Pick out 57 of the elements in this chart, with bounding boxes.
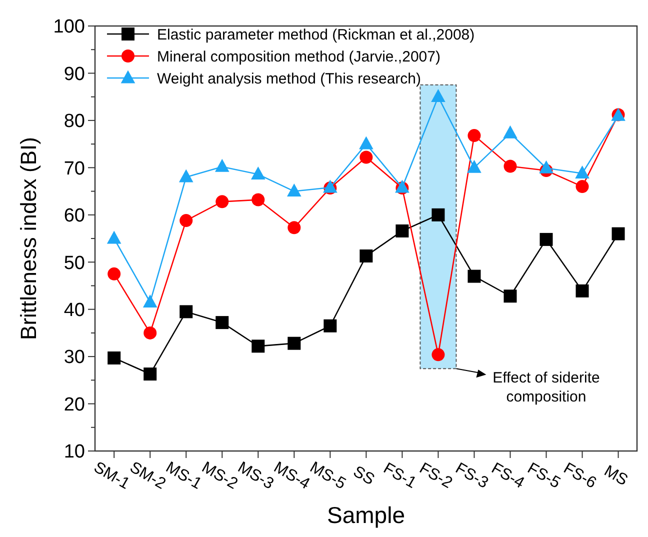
point: [359, 136, 374, 150]
legend-label: Mineral composition method (Jarvie.,2007): [157, 48, 440, 66]
annotation: Effect of siderite composition: [492, 370, 600, 406]
point: [214, 158, 230, 172]
point: [612, 227, 625, 240]
point: [216, 316, 229, 330]
y-tick-label: 100: [53, 16, 85, 38]
legend-label: Weight analysis method (This research): [157, 70, 421, 88]
point: [252, 340, 265, 353]
point: [216, 195, 229, 208]
y-tick-label: 90: [64, 64, 85, 85]
y-tick-label: 10: [64, 442, 85, 463]
x-axis-title: Sample: [327, 502, 405, 528]
point: [252, 193, 265, 206]
x-tick-label: MS: [601, 462, 630, 490]
point: [468, 129, 481, 142]
point: [144, 326, 157, 340]
y-tick-label: 20: [64, 394, 85, 416]
point: [575, 166, 590, 179]
point: [360, 249, 373, 262]
point: [431, 89, 446, 102]
point: [288, 336, 301, 350]
point: [108, 351, 121, 364]
point: [432, 348, 445, 362]
point: [503, 125, 518, 138]
point: [250, 166, 266, 180]
y-axis-title: Brittleness index (BI): [16, 137, 41, 340]
y-tick-label: 60: [64, 206, 85, 227]
point: [504, 290, 517, 303]
y-tick-label: 70: [64, 158, 85, 180]
point: [106, 230, 122, 244]
point: [288, 221, 301, 234]
y-tick-label: 40: [64, 300, 85, 321]
y-tick-label: 30: [64, 347, 85, 368]
y-tick-label: 50: [64, 252, 85, 274]
point: [287, 183, 302, 196]
point: [468, 270, 481, 283]
x-tick-label: FS-1: [380, 460, 419, 492]
point: [144, 368, 157, 381]
point: [360, 150, 373, 164]
point: [467, 160, 482, 173]
point: [432, 208, 445, 222]
point: [180, 214, 193, 228]
point: [180, 305, 193, 318]
legend-label: Elastic parameter method (Rickman et al.,2008): [157, 26, 475, 44]
point: [178, 169, 194, 182]
point: [142, 294, 158, 308]
point: [396, 224, 409, 238]
point: [576, 180, 589, 194]
y-tick-label: 80: [64, 111, 85, 132]
point: [504, 160, 517, 173]
point: [576, 284, 589, 298]
point: [540, 232, 553, 246]
point: [539, 160, 554, 174]
point: [324, 319, 337, 332]
x-tick-label: SS: [350, 463, 378, 489]
point: [108, 267, 121, 280]
